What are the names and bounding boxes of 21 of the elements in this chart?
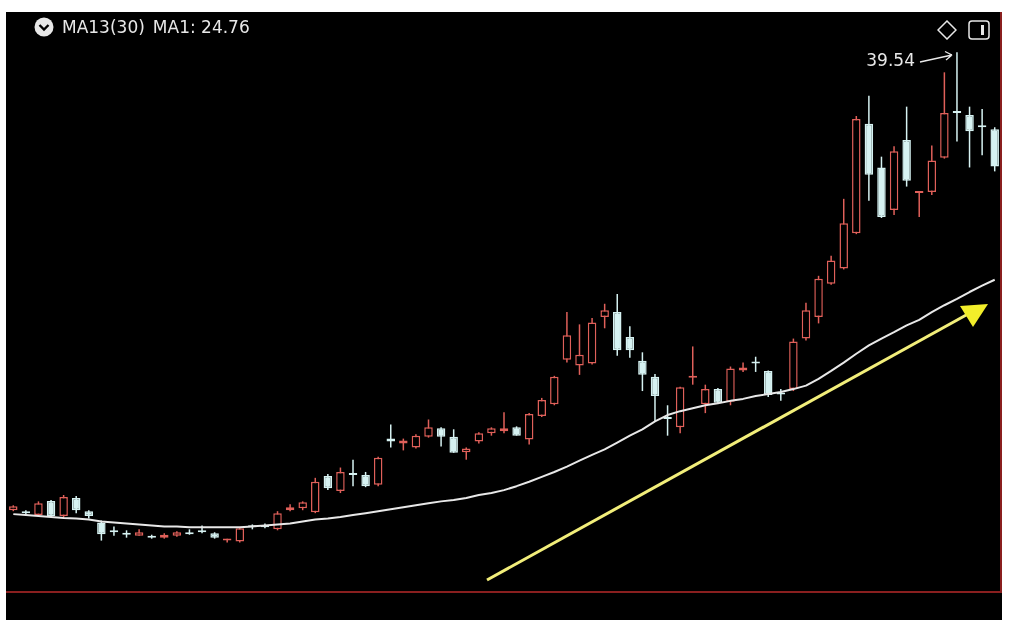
candlestick bbox=[826, 254, 836, 286]
candlestick bbox=[575, 323, 584, 376]
candlestick bbox=[348, 458, 358, 487]
candlestick bbox=[965, 105, 974, 169]
candlestick bbox=[600, 303, 609, 330]
candlestick bbox=[701, 383, 710, 414]
candlestick bbox=[914, 190, 924, 218]
candlestick bbox=[763, 369, 773, 398]
text: MA1: 24.76 bbox=[152, 17, 250, 37]
candlestick bbox=[436, 426, 446, 448]
annotation: 39.54 bbox=[866, 50, 915, 71]
candlestick bbox=[952, 51, 962, 143]
candlestick bbox=[537, 397, 546, 418]
text: MA13(30) bbox=[62, 17, 145, 37]
candlestick bbox=[373, 456, 383, 487]
candlestick bbox=[336, 466, 345, 494]
candlestick bbox=[524, 412, 534, 446]
candlestick bbox=[562, 311, 572, 364]
candlestick bbox=[650, 373, 660, 423]
candlestick bbox=[625, 325, 635, 359]
candlestick bbox=[59, 494, 68, 519]
